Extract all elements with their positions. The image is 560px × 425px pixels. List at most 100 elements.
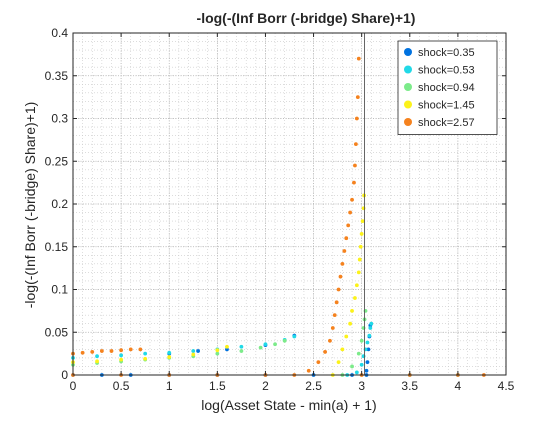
data-point xyxy=(282,338,287,343)
data-point xyxy=(340,347,345,352)
y-tick-label: 0.1 xyxy=(51,283,68,297)
data-point xyxy=(80,350,85,355)
data-point xyxy=(99,349,104,353)
data-point xyxy=(292,334,297,339)
legend-marker xyxy=(404,83,412,91)
data-point xyxy=(239,349,244,353)
x-tick-label: 3.5 xyxy=(401,379,418,393)
x-axis-title: log(Asset State - min(a) + 1) xyxy=(201,397,376,413)
data-point xyxy=(191,352,196,357)
data-point xyxy=(355,95,360,100)
data-point xyxy=(332,313,337,318)
data-point xyxy=(215,348,220,353)
data-point xyxy=(348,210,353,215)
data-point xyxy=(273,342,277,347)
data-point xyxy=(342,249,347,253)
legend-label: shock=2.57 xyxy=(418,117,475,129)
data-point xyxy=(365,340,370,345)
data-point xyxy=(356,56,361,61)
axes-layer: 0 0.5 1 1.5 2 2.5 3 3.5 4 4.5 0 0.05 0.1 0.15 0.2 0.25 0… xyxy=(45,26,515,393)
data-point xyxy=(334,300,339,305)
data-point xyxy=(328,338,332,343)
data-point xyxy=(350,197,354,202)
data-point xyxy=(225,344,229,349)
data-point xyxy=(340,261,345,266)
data-point xyxy=(354,116,359,121)
legend-marker xyxy=(404,48,412,56)
data-point xyxy=(109,349,114,353)
data-point xyxy=(119,353,124,358)
legend: shock=0.35 shock=0.53 shock=0.94 shock=1.45… xyxy=(397,40,498,135)
data-point xyxy=(167,355,172,359)
legend-label: shock=0.53 xyxy=(418,65,475,77)
legend-label: shock=1.45 xyxy=(418,100,475,112)
data-point xyxy=(362,193,366,198)
data-point xyxy=(263,342,268,347)
data-point xyxy=(359,362,364,367)
data-point xyxy=(336,360,341,365)
data-point xyxy=(95,354,99,359)
y-tick-label: 0.3 xyxy=(51,112,68,126)
data-point xyxy=(364,368,369,373)
data-point xyxy=(348,321,353,326)
data-point xyxy=(350,308,354,313)
data-point xyxy=(356,351,361,356)
data-point xyxy=(143,351,148,356)
data-point xyxy=(353,296,357,300)
data-point xyxy=(191,349,196,353)
data-point xyxy=(353,142,358,147)
x-tick-label: 3 xyxy=(358,379,365,393)
data-point xyxy=(215,351,220,356)
data-point xyxy=(239,344,244,349)
data-point xyxy=(352,180,356,185)
y-axis-title: -log(-(Inf Borr (-bridge) Share)+1) xyxy=(22,102,38,309)
data-point xyxy=(344,236,349,241)
data-point xyxy=(336,287,341,292)
data-point xyxy=(346,223,351,228)
data-point xyxy=(323,350,328,354)
data-point xyxy=(95,359,99,364)
axes-box xyxy=(72,32,507,376)
legend-label: shock=0.94 xyxy=(418,82,475,94)
legend-marker xyxy=(404,65,412,74)
x-tick-label: 1.5 xyxy=(209,379,226,393)
legend-marker xyxy=(404,118,412,126)
legend-label: shock=0.35 xyxy=(418,47,475,59)
data-point xyxy=(367,333,372,338)
y-tick-label: 0.35 xyxy=(45,69,69,83)
data-point xyxy=(354,370,359,375)
x-tick-label: 0 xyxy=(70,379,77,393)
data-point xyxy=(357,257,362,262)
points-layer xyxy=(71,56,486,377)
data-point xyxy=(143,356,148,361)
y-tick-label: 0.05 xyxy=(45,325,69,339)
data-point xyxy=(119,348,124,353)
data-point xyxy=(316,360,321,365)
data-point xyxy=(258,345,263,350)
data-point xyxy=(344,334,349,339)
x-tick-label: 2 xyxy=(262,379,269,393)
y-tick-label: 0.25 xyxy=(45,154,69,168)
data-point xyxy=(368,326,373,330)
data-point xyxy=(196,349,200,353)
data-point xyxy=(359,232,364,236)
data-point xyxy=(353,163,357,168)
data-point xyxy=(306,368,311,373)
x-tick-label: 4 xyxy=(455,379,462,393)
data-point xyxy=(356,270,361,275)
y-tick-label: 0.2 xyxy=(51,197,68,211)
data-point xyxy=(167,350,172,355)
data-point xyxy=(138,347,143,352)
data-point xyxy=(354,283,359,288)
legend-marker xyxy=(404,100,412,109)
data-point xyxy=(366,347,371,352)
data-point xyxy=(338,274,343,279)
data-point xyxy=(360,219,365,224)
y-tick-label: 0.15 xyxy=(45,240,69,254)
x-tick-label: 2.5 xyxy=(305,379,322,393)
data-point xyxy=(128,347,133,352)
data-point xyxy=(358,244,363,249)
data-point xyxy=(330,326,335,330)
